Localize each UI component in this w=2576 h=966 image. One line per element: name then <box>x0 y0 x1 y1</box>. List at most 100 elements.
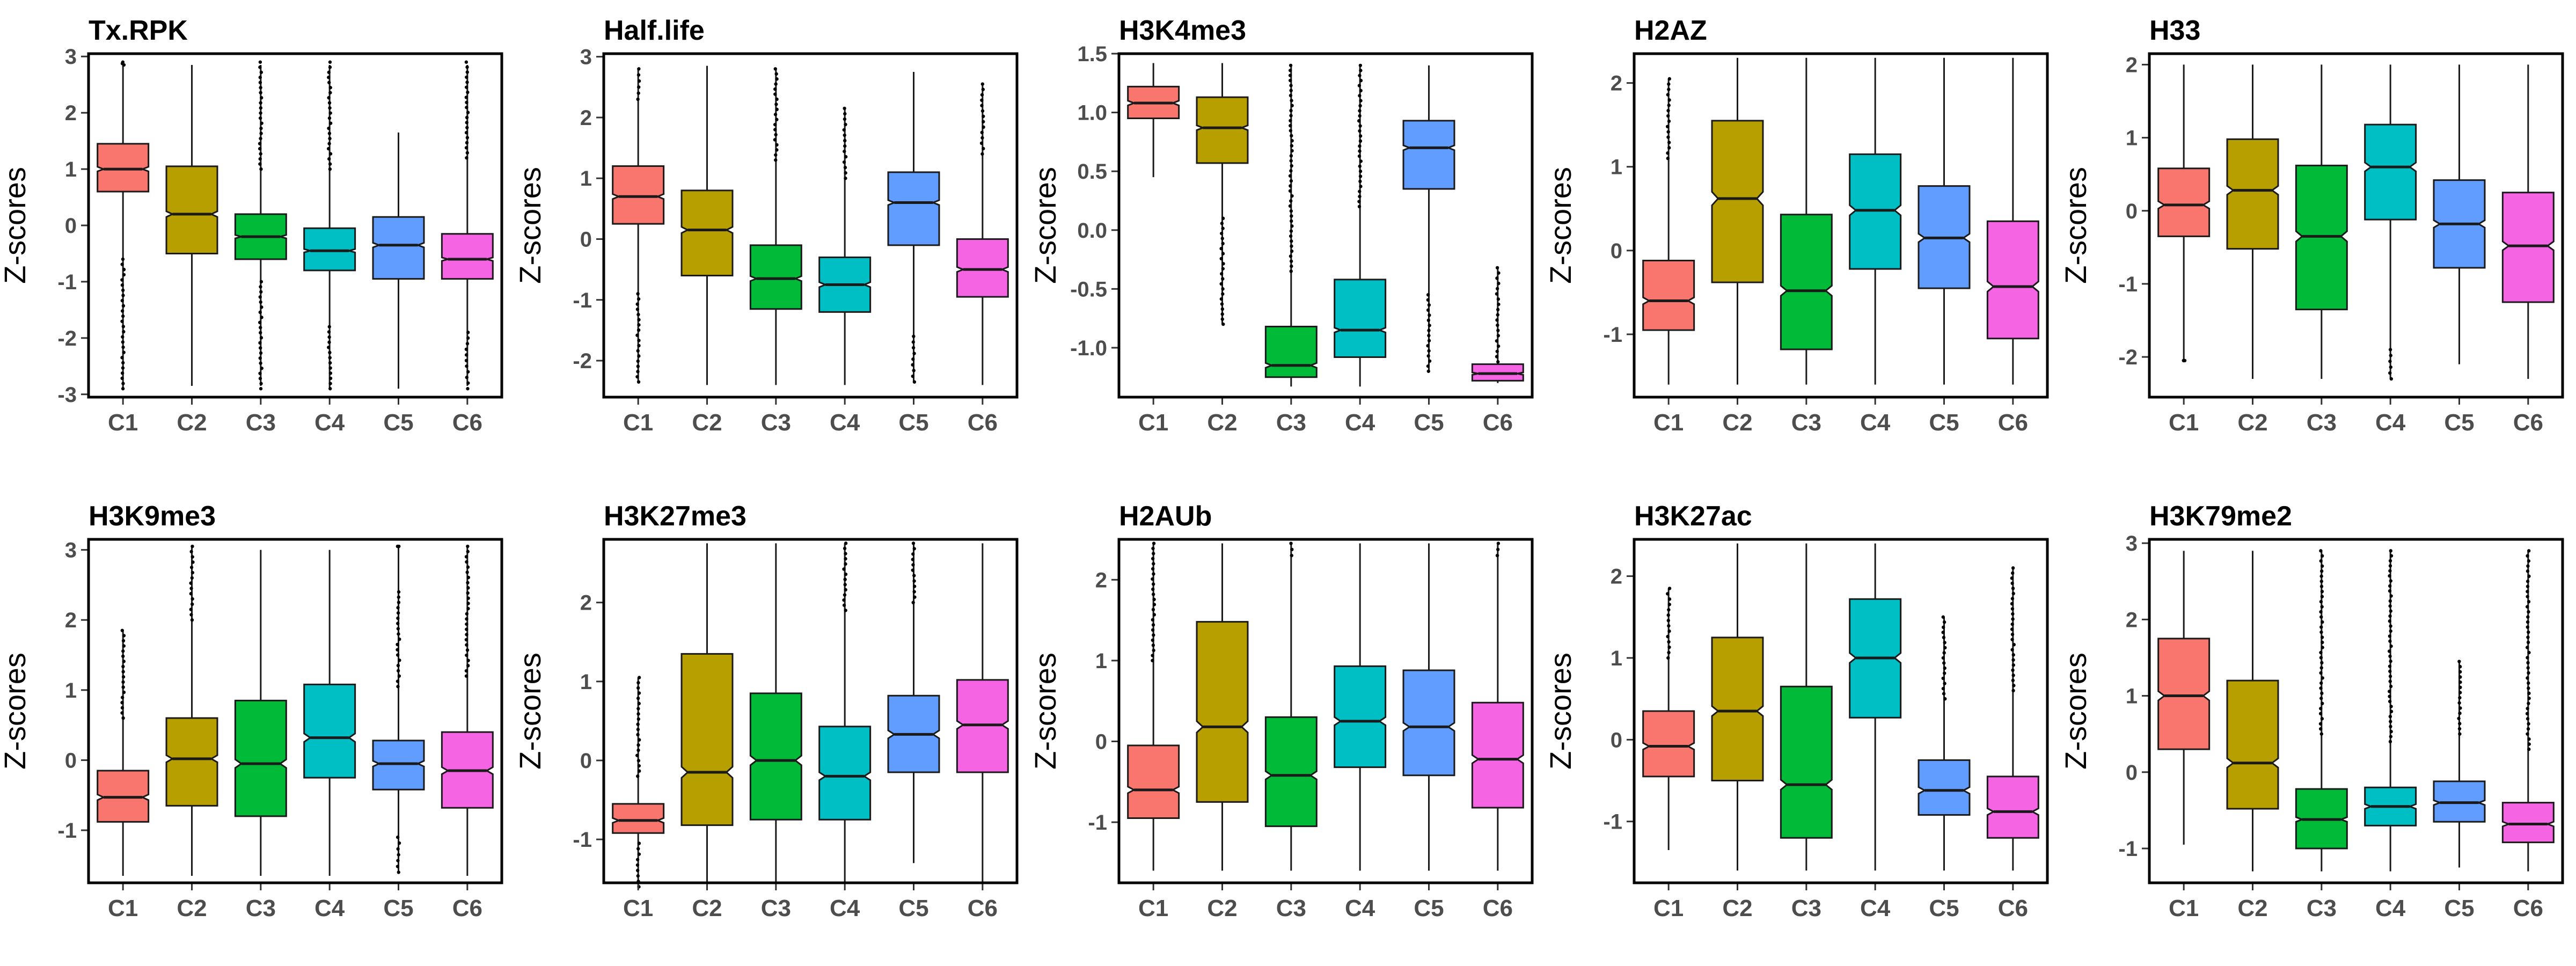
y-tick-label: 0 <box>2126 761 2138 785</box>
x-tick-label: C5 <box>1929 409 1959 436</box>
outlier-point <box>2011 653 2015 657</box>
outlier-point <box>2319 707 2323 711</box>
outlier-point <box>637 318 641 321</box>
outlier-point <box>1288 69 1292 72</box>
outlier-point <box>327 96 331 100</box>
outlier-point <box>2457 701 2461 705</box>
outlier-point <box>1667 104 1671 107</box>
box-body <box>1196 621 1249 803</box>
x-tick-label: C5 <box>383 409 413 436</box>
outlier-point <box>258 80 262 84</box>
outlier-point <box>122 690 126 694</box>
outlier-point <box>911 363 914 367</box>
outlier-point <box>1667 597 1672 601</box>
outlier-point <box>1666 114 1670 118</box>
outlier-point <box>121 675 126 679</box>
outlier-point <box>259 111 262 115</box>
box-body <box>1334 279 1387 358</box>
outlier-point <box>259 361 262 365</box>
outlier-point <box>120 371 125 375</box>
outlier-point <box>396 847 400 851</box>
panel-frame <box>602 538 1019 884</box>
outlier-point <box>2527 630 2530 634</box>
outlier-point <box>2458 665 2462 669</box>
outlier-point <box>1290 104 1294 107</box>
outlier-point <box>2389 609 2392 613</box>
box-C5 <box>2433 660 2486 868</box>
outlier-point <box>120 309 125 313</box>
outlier-point <box>466 370 470 374</box>
outlier-point <box>1289 119 1292 123</box>
outlier-point <box>120 319 124 323</box>
outlier-point <box>258 310 262 314</box>
outlier-point <box>1290 144 1294 148</box>
outlier-point <box>637 852 641 856</box>
outlier-point <box>258 65 262 69</box>
outlier-point <box>259 91 262 94</box>
outlier-point <box>465 121 469 125</box>
y-tick-label: 2 <box>1611 565 1622 589</box>
outlier-point <box>844 171 847 175</box>
outlier-point <box>121 314 125 318</box>
x-tick-label: C3 <box>1791 409 1821 436</box>
outlier-point <box>1495 553 1499 558</box>
outlier-point <box>259 290 263 294</box>
outlier-point <box>912 369 916 372</box>
x-tick-label: C6 <box>2513 409 2543 436</box>
outlier-point <box>2388 584 2392 588</box>
outlier-point <box>2389 709 2394 713</box>
outlier-point <box>120 628 124 632</box>
box-body <box>749 692 802 821</box>
outlier-point <box>2527 686 2530 690</box>
outlier-point <box>464 96 469 99</box>
outlier-point <box>911 346 916 350</box>
outlier-point <box>396 865 400 868</box>
outlier-point <box>775 143 779 147</box>
outlier-point <box>637 343 641 348</box>
box-body <box>372 216 425 280</box>
outlier-point <box>844 609 847 612</box>
outlier-point <box>1667 119 1671 123</box>
box-C4 <box>303 60 356 391</box>
box-C3 <box>234 60 287 391</box>
outlier-point <box>636 359 640 363</box>
outlier-point <box>466 387 470 391</box>
outlier-point <box>1943 641 1946 645</box>
outlier-point <box>2388 348 2392 352</box>
outlier-point <box>2010 622 2014 626</box>
outlier-point <box>1667 587 1672 590</box>
outlier-point <box>260 121 264 125</box>
outlier-point <box>1666 613 1670 617</box>
outlier-point <box>2320 595 2324 598</box>
outlier-point <box>2526 625 2529 629</box>
outlier-point <box>121 382 125 385</box>
outlier-point <box>636 733 640 737</box>
x-tick-label: C4 <box>314 409 345 436</box>
x-tick-label: C2 <box>2237 409 2267 436</box>
outlier-point <box>1666 634 1670 639</box>
y-tick-label: 0 <box>1611 728 1622 752</box>
outlier-point <box>466 550 470 553</box>
outlier-point <box>1289 254 1293 258</box>
outlier-point <box>189 566 194 569</box>
outlier-point <box>636 717 640 721</box>
x-tick-label: C3 <box>761 409 791 436</box>
box-C2 <box>680 543 734 883</box>
box-C6 <box>2501 549 2555 872</box>
outlier-point <box>465 75 469 79</box>
outlier-point <box>1290 553 1293 558</box>
outlier-point <box>1495 292 1499 296</box>
outlier-point <box>1152 597 1156 602</box>
box-body <box>1780 214 1833 350</box>
x-tick-label: C6 <box>1483 895 1513 921</box>
outlier-point <box>1666 592 1670 596</box>
outlier-point <box>2527 599 2531 604</box>
outlier-point <box>980 93 984 97</box>
outlier-point <box>2389 724 2392 729</box>
x-tick-label: C1 <box>1653 409 1684 436</box>
outlier-point <box>2321 640 2324 645</box>
outlier-point <box>191 570 195 575</box>
outlier-point <box>1221 241 1225 246</box>
outlier-point <box>1221 292 1225 296</box>
outlier-point <box>327 330 331 334</box>
